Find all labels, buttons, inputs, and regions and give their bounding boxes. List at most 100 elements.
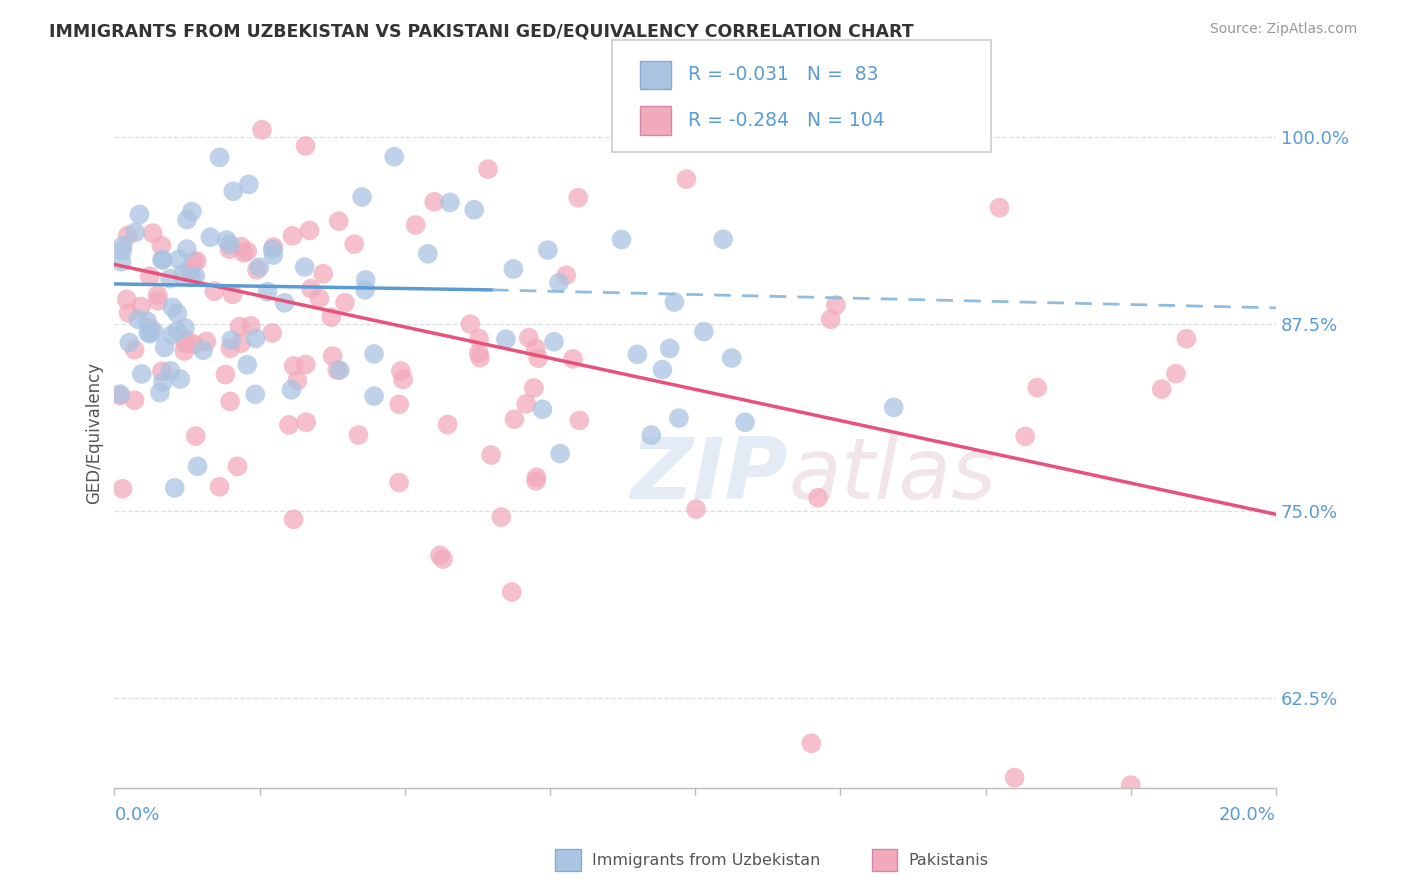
Point: [328, 214, 350, 228]
Point: [219, 394, 242, 409]
Point: [232, 245, 254, 260]
Point: [117, 306, 139, 320]
Point: [515, 397, 537, 411]
Point: [249, 260, 271, 275]
Point: [460, 317, 482, 331]
Point: [180, 204, 202, 219]
Point: [219, 341, 242, 355]
Point: [392, 372, 415, 386]
Text: ZIP: ZIP: [630, 434, 789, 517]
Point: [524, 342, 547, 356]
Point: [294, 260, 316, 274]
Point: [543, 334, 565, 349]
Point: [382, 150, 405, 164]
Point: [807, 491, 830, 505]
Point: [129, 300, 152, 314]
Point: [179, 263, 201, 277]
Point: [491, 510, 513, 524]
Point: [219, 333, 242, 347]
Point: [548, 276, 571, 290]
Point: [110, 254, 132, 268]
Point: [626, 347, 648, 361]
Point: [555, 268, 578, 283]
Point: [720, 351, 742, 365]
Point: [183, 254, 205, 268]
Point: [117, 228, 139, 243]
Point: [526, 470, 548, 484]
Point: [174, 320, 197, 334]
Point: [658, 342, 681, 356]
Point: [110, 389, 132, 403]
Point: [517, 331, 540, 345]
Point: [281, 228, 304, 243]
Point: [228, 319, 250, 334]
Point: [436, 417, 458, 432]
Point: [219, 237, 242, 252]
Point: [236, 244, 259, 259]
Point: [136, 314, 159, 328]
Point: [208, 150, 231, 164]
Point: [146, 293, 169, 308]
Point: [142, 325, 165, 339]
Point: [174, 336, 197, 351]
Point: [118, 335, 141, 350]
Point: [111, 239, 134, 253]
Point: [479, 448, 502, 462]
Point: [503, 412, 526, 426]
Point: [238, 178, 260, 192]
Point: [202, 284, 225, 298]
Point: [200, 230, 222, 244]
Point: [277, 417, 299, 432]
Point: [111, 244, 134, 258]
Point: [246, 262, 269, 277]
Point: [423, 194, 446, 209]
Point: [124, 225, 146, 239]
Point: [152, 375, 174, 389]
Point: [176, 333, 198, 347]
Text: 20.0%: 20.0%: [1219, 806, 1277, 824]
Point: [675, 172, 697, 186]
Point: [322, 349, 344, 363]
Point: [537, 243, 560, 257]
Text: R = -0.284   N = 104: R = -0.284 N = 104: [688, 111, 884, 130]
Point: [236, 358, 259, 372]
Point: [159, 271, 181, 285]
Point: [354, 283, 377, 297]
Point: [152, 252, 174, 267]
Point: [562, 351, 585, 366]
Point: [502, 262, 524, 277]
Point: [1119, 778, 1142, 792]
Point: [184, 269, 207, 284]
Point: [169, 372, 191, 386]
Point: [159, 364, 181, 378]
Point: [142, 226, 165, 240]
Point: [531, 402, 554, 417]
Point: [273, 295, 295, 310]
Point: [295, 415, 318, 429]
Point: [193, 343, 215, 358]
Point: [527, 351, 550, 365]
Point: [176, 212, 198, 227]
Point: [294, 139, 316, 153]
Point: [468, 346, 491, 360]
Point: [668, 411, 690, 425]
Point: [163, 481, 186, 495]
Point: [262, 248, 284, 262]
Text: Immigrants from Uzbekistan: Immigrants from Uzbekistan: [592, 853, 820, 868]
Point: [524, 474, 547, 488]
Point: [664, 295, 686, 310]
Point: [610, 233, 633, 247]
Point: [333, 295, 356, 310]
Point: [124, 343, 146, 357]
Point: [501, 585, 523, 599]
Point: [294, 358, 316, 372]
Point: [883, 401, 905, 415]
Point: [299, 282, 322, 296]
Point: [231, 336, 253, 351]
Point: [173, 344, 195, 359]
Point: [640, 428, 662, 442]
Point: [111, 482, 134, 496]
Point: [468, 351, 491, 365]
Point: [262, 243, 284, 257]
Point: [416, 247, 439, 261]
